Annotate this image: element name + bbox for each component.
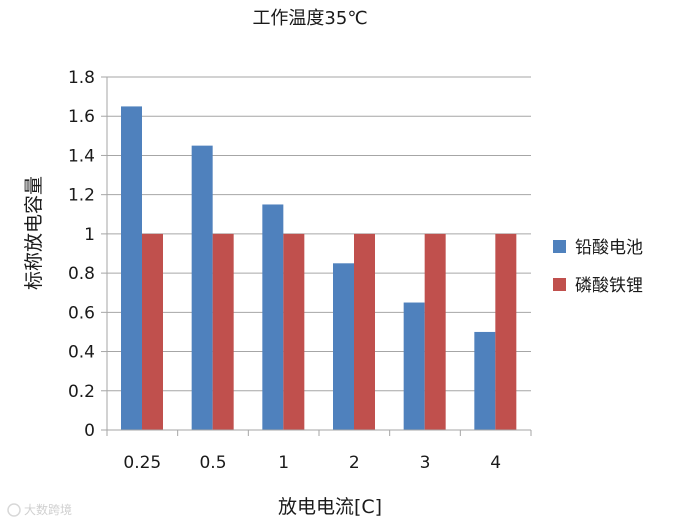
x-tick-label: 3 <box>420 453 431 473</box>
y-tick-label: 1.4 <box>68 146 95 166</box>
legend-label: 磷酸铁锂 <box>575 276 643 296</box>
bar-series1 <box>474 331 496 430</box>
x-tick-label: 0.5 <box>199 453 226 473</box>
chart-title: 工作温度35℃ <box>252 8 367 29</box>
x-tick-label: 0.25 <box>123 453 161 473</box>
y-tick-label: 1 <box>84 225 95 245</box>
bar-series1 <box>121 106 142 431</box>
bar-series2 <box>212 233 234 430</box>
legend-label: 铅酸电池 <box>575 238 643 258</box>
x-axis-title: 放电电流[C] <box>278 496 382 518</box>
x-tick-label: 2 <box>349 453 360 473</box>
watermark-text: 大数跨境 <box>24 502 72 517</box>
y-tick-labels: 0 0.2 0.4 0.6 0.8 1 1.2 1.4 1.6 1.8 <box>68 68 95 441</box>
x-tick-label: 1 <box>278 453 289 473</box>
legend-swatch <box>553 240 566 253</box>
bar-series1 <box>403 302 425 430</box>
axes <box>106 77 532 436</box>
bar-series1 <box>191 145 213 430</box>
bar-series2 <box>495 233 517 430</box>
bars <box>121 106 517 431</box>
bar-series2 <box>283 233 305 430</box>
bar-series2 <box>354 233 375 430</box>
watermark-logo-icon <box>7 503 21 517</box>
bar-series2 <box>424 233 446 430</box>
y-tick-label: 1.2 <box>68 186 95 206</box>
x-tick-labels: 0.25 0.5 1 2 3 4 <box>123 453 501 473</box>
watermark: 大数跨境 <box>7 502 72 517</box>
bar-series2 <box>142 233 163 430</box>
y-tick-label: 0.4 <box>68 343 95 363</box>
y-tick-label: 0.2 <box>68 382 95 402</box>
bar-series1 <box>262 204 284 430</box>
y-tick-label: 0.8 <box>68 264 95 284</box>
y-tick-label: 1.8 <box>68 68 95 88</box>
y-tick-label: 0 <box>84 421 95 441</box>
x-tick-label: 4 <box>490 453 501 473</box>
legend-swatch <box>553 278 566 291</box>
y-tick-label: 1.6 <box>68 107 95 127</box>
gridlines <box>101 76 531 431</box>
bar-series1 <box>333 263 354 430</box>
y-axis-title: 标称放电容量 <box>23 176 45 290</box>
y-tick-label: 0.6 <box>68 303 95 323</box>
